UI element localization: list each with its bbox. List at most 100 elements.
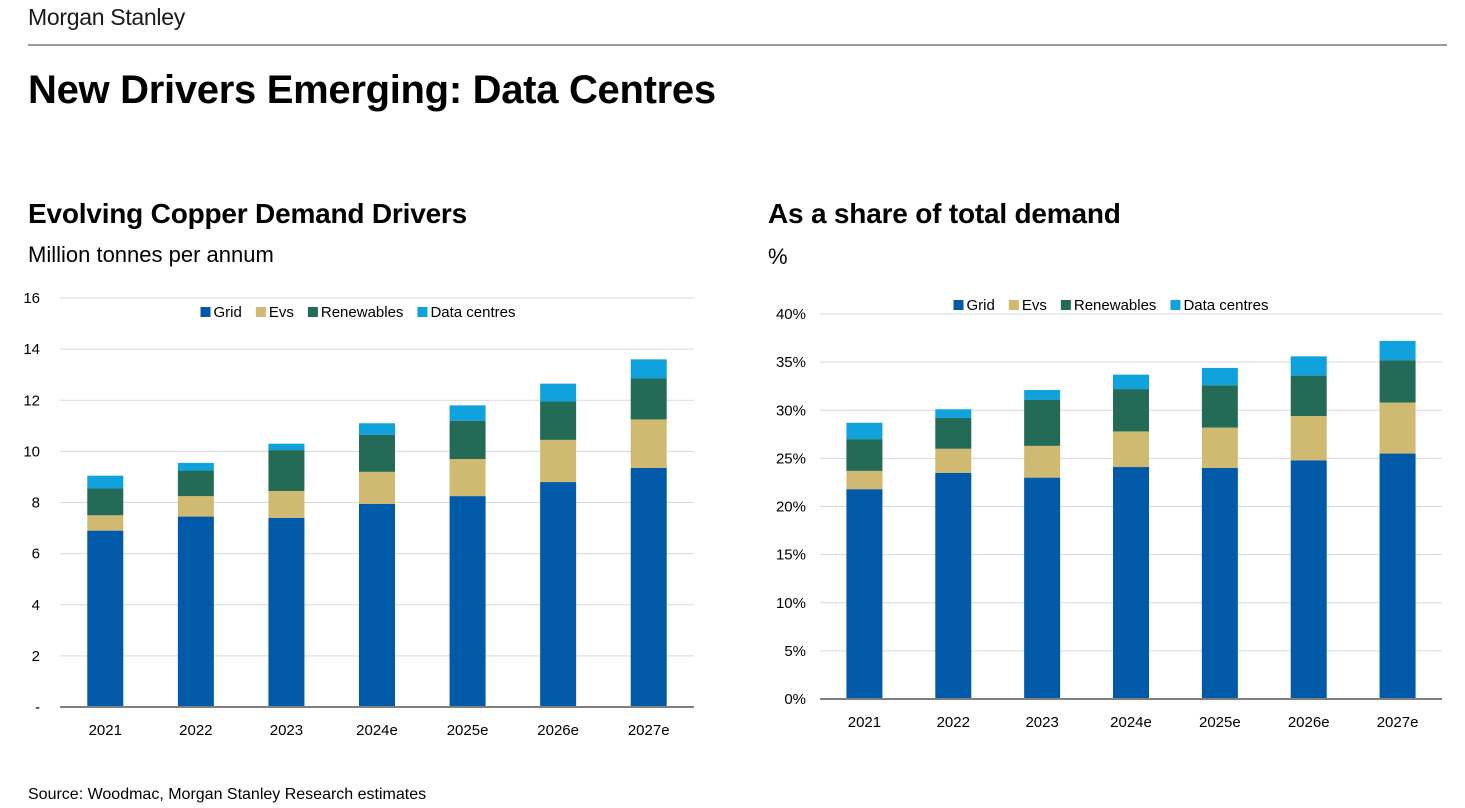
bar-segment <box>1201 385 1238 428</box>
legend-label: Grid <box>967 297 995 314</box>
header-divider <box>28 44 1447 46</box>
y-tick-label: 12 <box>23 392 40 409</box>
bar-segment <box>449 420 486 460</box>
x-tick-label: 2021 <box>848 714 881 731</box>
brand-logo-text: Morgan Stanley <box>28 4 185 30</box>
y-tick-label: 35% <box>776 354 806 371</box>
y-tick-label: 0% <box>784 691 806 708</box>
y-tick-label: - <box>35 699 40 716</box>
legend-label: Renewables <box>1074 297 1157 314</box>
bar-segment <box>1290 460 1327 699</box>
x-tick-label: 2024e <box>1110 714 1152 731</box>
bar-segment <box>1024 477 1061 699</box>
source-note: Source: Woodmac, Morgan Stanley Research… <box>28 786 427 803</box>
bar-segment <box>268 443 305 451</box>
bar-segment <box>1379 340 1416 361</box>
x-tick-label: 2022 <box>179 722 212 739</box>
y-tick-label: 16 <box>23 290 40 307</box>
bar-segment <box>87 488 124 516</box>
legend-swatch <box>307 307 318 317</box>
bar-segment <box>177 496 214 517</box>
legend-label: Evs <box>269 304 294 321</box>
bar-segment <box>1379 402 1416 454</box>
x-tick-label: 2022 <box>937 714 970 731</box>
x-tick-label: 2027e <box>628 722 670 739</box>
bar-segment <box>846 489 883 699</box>
y-tick-label: 25% <box>776 450 806 467</box>
bar-segment <box>359 503 395 707</box>
y-tick-label: 15% <box>776 547 806 564</box>
bar-segment <box>87 475 124 489</box>
x-tick-label: 2024e <box>356 722 398 739</box>
y-tick-label: 20% <box>776 499 806 516</box>
x-tick-label: 2027e <box>1377 714 1419 731</box>
bar-segment <box>540 401 577 440</box>
bar-segment <box>540 383 577 402</box>
legend-swatch <box>1008 300 1019 310</box>
bar-segment <box>359 471 395 504</box>
legend-label: Data centres <box>1183 297 1268 314</box>
bar-segment <box>846 470 883 490</box>
bar-segment <box>359 434 395 472</box>
legend-swatch <box>1170 300 1181 310</box>
bar-segment <box>1024 390 1061 400</box>
bar-segment <box>268 517 305 707</box>
legend-label: Data centres <box>430 304 515 321</box>
y-tick-label: 40% <box>776 306 806 323</box>
bar-segment <box>935 409 972 418</box>
legend-swatch <box>953 300 964 310</box>
bar-segment <box>449 459 486 497</box>
bar-segment <box>540 482 577 707</box>
bar-segment <box>268 450 305 491</box>
bar-segment <box>1379 453 1416 699</box>
bar-segment <box>630 467 667 707</box>
y-tick-label: 10% <box>776 595 806 612</box>
bar-segment <box>449 496 486 707</box>
chart-2-title: As a share of total demand <box>768 198 1121 229</box>
legend-label: Evs <box>1022 297 1047 314</box>
legend-swatch <box>1060 300 1071 310</box>
legend-label: Renewables <box>321 304 404 321</box>
y-tick-label: 4 <box>32 597 40 614</box>
bar-segment <box>1379 360 1416 403</box>
y-tick-label: 10 <box>23 443 40 460</box>
x-tick-label: 2023 <box>1025 714 1058 731</box>
bar-segment <box>1113 467 1149 699</box>
bar-segment <box>1113 431 1149 468</box>
bar-segment <box>1113 389 1149 432</box>
bar-segment <box>1201 367 1238 386</box>
legend-swatch <box>255 307 266 317</box>
bar-segment <box>1024 445 1061 478</box>
x-tick-label: 2026e <box>537 722 579 739</box>
chart-1-title: Evolving Copper Demand Drivers <box>28 198 468 229</box>
bar-segment <box>1201 427 1238 468</box>
y-tick-label: 8 <box>32 495 40 512</box>
bar-segment <box>177 462 214 471</box>
x-tick-label: 2025e <box>447 722 489 739</box>
x-tick-label: 2026e <box>1288 714 1330 731</box>
legend-swatch <box>200 307 211 317</box>
bar-segment <box>630 359 667 379</box>
y-tick-label: 6 <box>32 546 40 563</box>
y-tick-label: 2 <box>32 648 40 665</box>
x-tick-label: 2025e <box>1199 714 1241 731</box>
bar-segment <box>540 439 577 483</box>
bar-segment <box>1024 399 1061 446</box>
bar-segment <box>935 417 972 449</box>
bar-segment <box>268 490 305 518</box>
bar-segment <box>935 472 972 699</box>
bar-segment <box>177 516 214 707</box>
bar-segment <box>449 405 486 421</box>
legend-swatch <box>417 307 428 317</box>
bar-segment <box>1201 468 1238 699</box>
page-title: New Drivers Emerging: Data Centres <box>28 68 716 112</box>
bar-segment <box>1290 416 1327 461</box>
x-tick-label: 2023 <box>270 722 303 739</box>
x-tick-label: 2021 <box>89 722 122 739</box>
bar-segment <box>1290 375 1327 417</box>
bar-segment <box>359 423 395 435</box>
bar-segment <box>630 378 667 420</box>
bar-segment <box>1113 374 1149 390</box>
y-tick-label: 14 <box>23 341 40 358</box>
